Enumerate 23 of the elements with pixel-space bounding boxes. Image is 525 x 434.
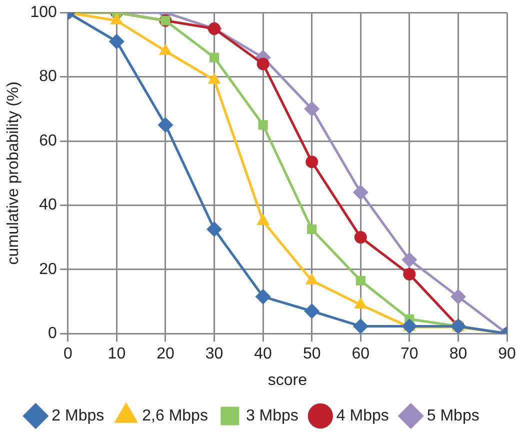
x-tick-label: 80 xyxy=(449,346,468,363)
x-tick-label: 70 xyxy=(400,346,418,363)
legend-label: 5 Mbps xyxy=(426,407,480,424)
x-tick-label: 90 xyxy=(498,346,516,363)
legend-label: 2,6 Mbps xyxy=(142,407,208,424)
x-tick-label: 40 xyxy=(254,346,272,363)
y-tick-label: 60 xyxy=(39,132,57,150)
x-tick-label: 30 xyxy=(205,346,224,363)
x-tick-label: 20 xyxy=(156,346,174,363)
x-tick-label: 0 xyxy=(63,346,72,363)
y-tick-label: 40 xyxy=(39,196,57,214)
legend-label: 3 Mbps xyxy=(246,407,298,424)
x-tick-label: 10 xyxy=(108,346,126,363)
y-tick-label: 80 xyxy=(39,68,57,86)
x-tick-label: 60 xyxy=(352,346,370,363)
y-axis-title: cumulative probability (%) xyxy=(5,82,22,265)
y-tick-label: 20 xyxy=(39,260,57,278)
x-axis-title: score xyxy=(268,372,308,389)
y-tick-label: 100 xyxy=(30,4,57,22)
x-tick-label: 50 xyxy=(302,346,321,363)
legend-label: 2 Mbps xyxy=(52,407,104,424)
legend-label: 4 Mbps xyxy=(336,407,389,424)
y-tick-label: 0 xyxy=(48,325,57,342)
